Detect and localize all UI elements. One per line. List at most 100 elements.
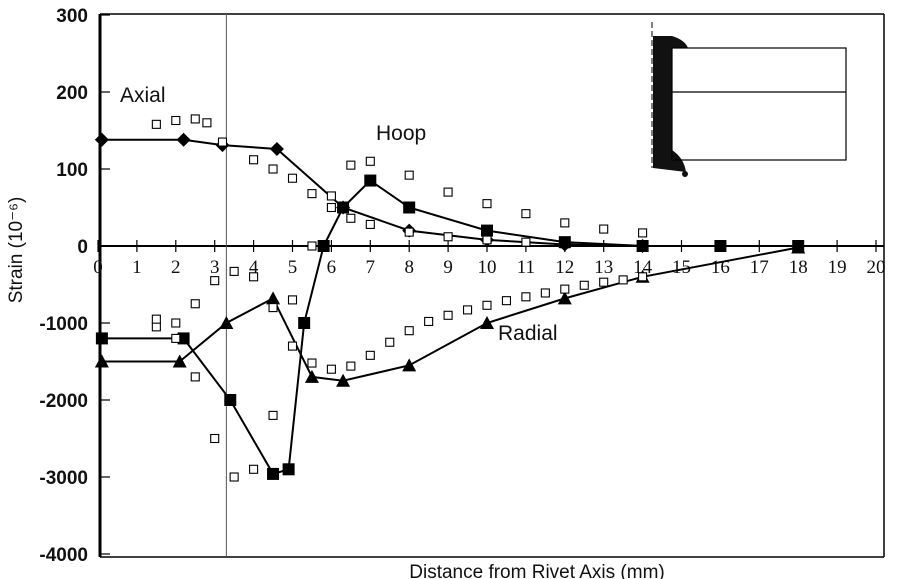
axial-label: Axial — [120, 84, 166, 107]
open-square-point — [190, 299, 200, 309]
open-square-point — [268, 410, 278, 420]
open-square-point — [249, 464, 259, 474]
triangle-marker — [557, 291, 572, 305]
square-marker — [403, 201, 416, 214]
open-square-point — [171, 115, 181, 126]
open-square-point — [151, 314, 161, 324]
y-axis-ticks: 300 200 100 0 -1000 -2000 -3000 -4000 — [39, 6, 110, 566]
open-square-point — [404, 326, 414, 336]
rivet-cross-section-icon — [651, 22, 847, 177]
square-marker — [267, 467, 280, 480]
series-line — [101, 179, 799, 476]
x-tick-label: 10 — [478, 257, 497, 278]
open-square-point — [521, 209, 531, 219]
open-square-point — [210, 276, 220, 286]
triangle-marker — [402, 358, 417, 372]
open-square-point — [346, 213, 356, 223]
x-axis-title: Distance from Rivet Axis (mm) — [409, 562, 664, 579]
triangle-marker — [304, 369, 319, 383]
open-square-point — [462, 305, 473, 315]
square-marker — [298, 317, 311, 329]
x-tick-label: 15 — [672, 257, 691, 278]
triangle-marker — [791, 240, 806, 254]
y-axis-title: Strain (10⁻⁶) — [6, 197, 27, 304]
open-square-point — [482, 235, 492, 245]
y-tick-label: 300 — [56, 6, 88, 27]
x-tick-label: 14 — [633, 257, 653, 278]
open-square-point — [190, 372, 200, 382]
triangle-marker — [266, 291, 281, 305]
series-axial-open-square-markers — [151, 114, 570, 249]
x-axis-ticks: 0 1 2 3 4 5 6 7 8 9 10 11 12 13 14 15 16 17 18 19 20 — [93, 240, 886, 278]
open-square-point — [365, 350, 375, 360]
open-square-point — [151, 119, 161, 129]
open-square-point — [229, 472, 239, 482]
open-square-point — [171, 318, 181, 328]
square-marker — [636, 240, 649, 252]
x-tick-label: 7 — [366, 257, 376, 278]
square-marker — [317, 240, 330, 252]
open-square-point — [249, 272, 259, 282]
open-square-point — [190, 114, 200, 124]
open-square-point — [287, 341, 298, 351]
series-hoop-solid-line — [95, 174, 805, 480]
y-tick-label: -3000 — [39, 468, 88, 489]
y-tick-label: 100 — [56, 160, 88, 181]
square-marker — [364, 174, 377, 187]
x-tick-label: 9 — [443, 257, 453, 278]
x-tick-label: 19 — [828, 257, 847, 278]
open-square-point — [443, 310, 453, 320]
open-square-point — [249, 155, 259, 165]
open-square-point — [540, 288, 550, 298]
radial-label: Radial — [498, 322, 558, 345]
y-tick-label: 0 — [77, 237, 88, 258]
open-square-point — [404, 227, 414, 237]
series-layer — [94, 114, 806, 482]
square-marker — [282, 463, 295, 476]
triangle-marker — [480, 316, 494, 329]
open-square-point — [229, 266, 239, 276]
open-square-point — [287, 295, 298, 305]
x-tick-label: 20 — [867, 257, 886, 278]
open-square-point — [618, 275, 628, 285]
open-square-point — [599, 224, 609, 234]
x-tick-label: 8 — [404, 257, 414, 278]
square-marker — [95, 332, 108, 345]
series-radial-solid-line — [94, 240, 806, 387]
square-marker — [177, 332, 190, 345]
triangle-marker — [172, 354, 187, 368]
open-square-point — [346, 361, 356, 371]
open-square-point — [638, 228, 648, 238]
triangle-marker — [219, 316, 234, 329]
open-square-point — [287, 173, 298, 183]
triangle-marker — [94, 354, 109, 368]
open-square-point — [326, 364, 336, 374]
series-radial-open-square-markers — [151, 266, 648, 374]
x-tick-label: 13 — [594, 257, 613, 278]
open-square-point — [482, 199, 492, 209]
triangle-marker — [336, 373, 351, 387]
square-marker — [337, 201, 350, 214]
open-square-point — [443, 187, 453, 197]
x-tick-label: 11 — [517, 257, 535, 278]
diamond-marker — [94, 132, 109, 147]
y-tick-label: -2000 — [39, 391, 88, 412]
open-square-point — [307, 189, 317, 199]
open-square-point — [501, 296, 512, 306]
open-square-point — [151, 322, 161, 332]
open-square-point — [521, 292, 531, 302]
open-square-point — [365, 156, 375, 166]
open-square-point — [599, 277, 609, 287]
open-square-point — [326, 191, 336, 201]
series-hoop-open-square-markers — [151, 156, 648, 482]
open-square-point — [268, 164, 278, 174]
open-square-point — [404, 170, 414, 180]
x-tick-label: 4 — [249, 257, 259, 278]
y-tick-label: -1000 — [39, 314, 88, 335]
open-square-point — [210, 433, 220, 444]
series-line — [101, 138, 643, 247]
open-square-point — [326, 202, 336, 213]
square-marker — [714, 240, 727, 252]
x-tick-label: 2 — [171, 257, 181, 278]
